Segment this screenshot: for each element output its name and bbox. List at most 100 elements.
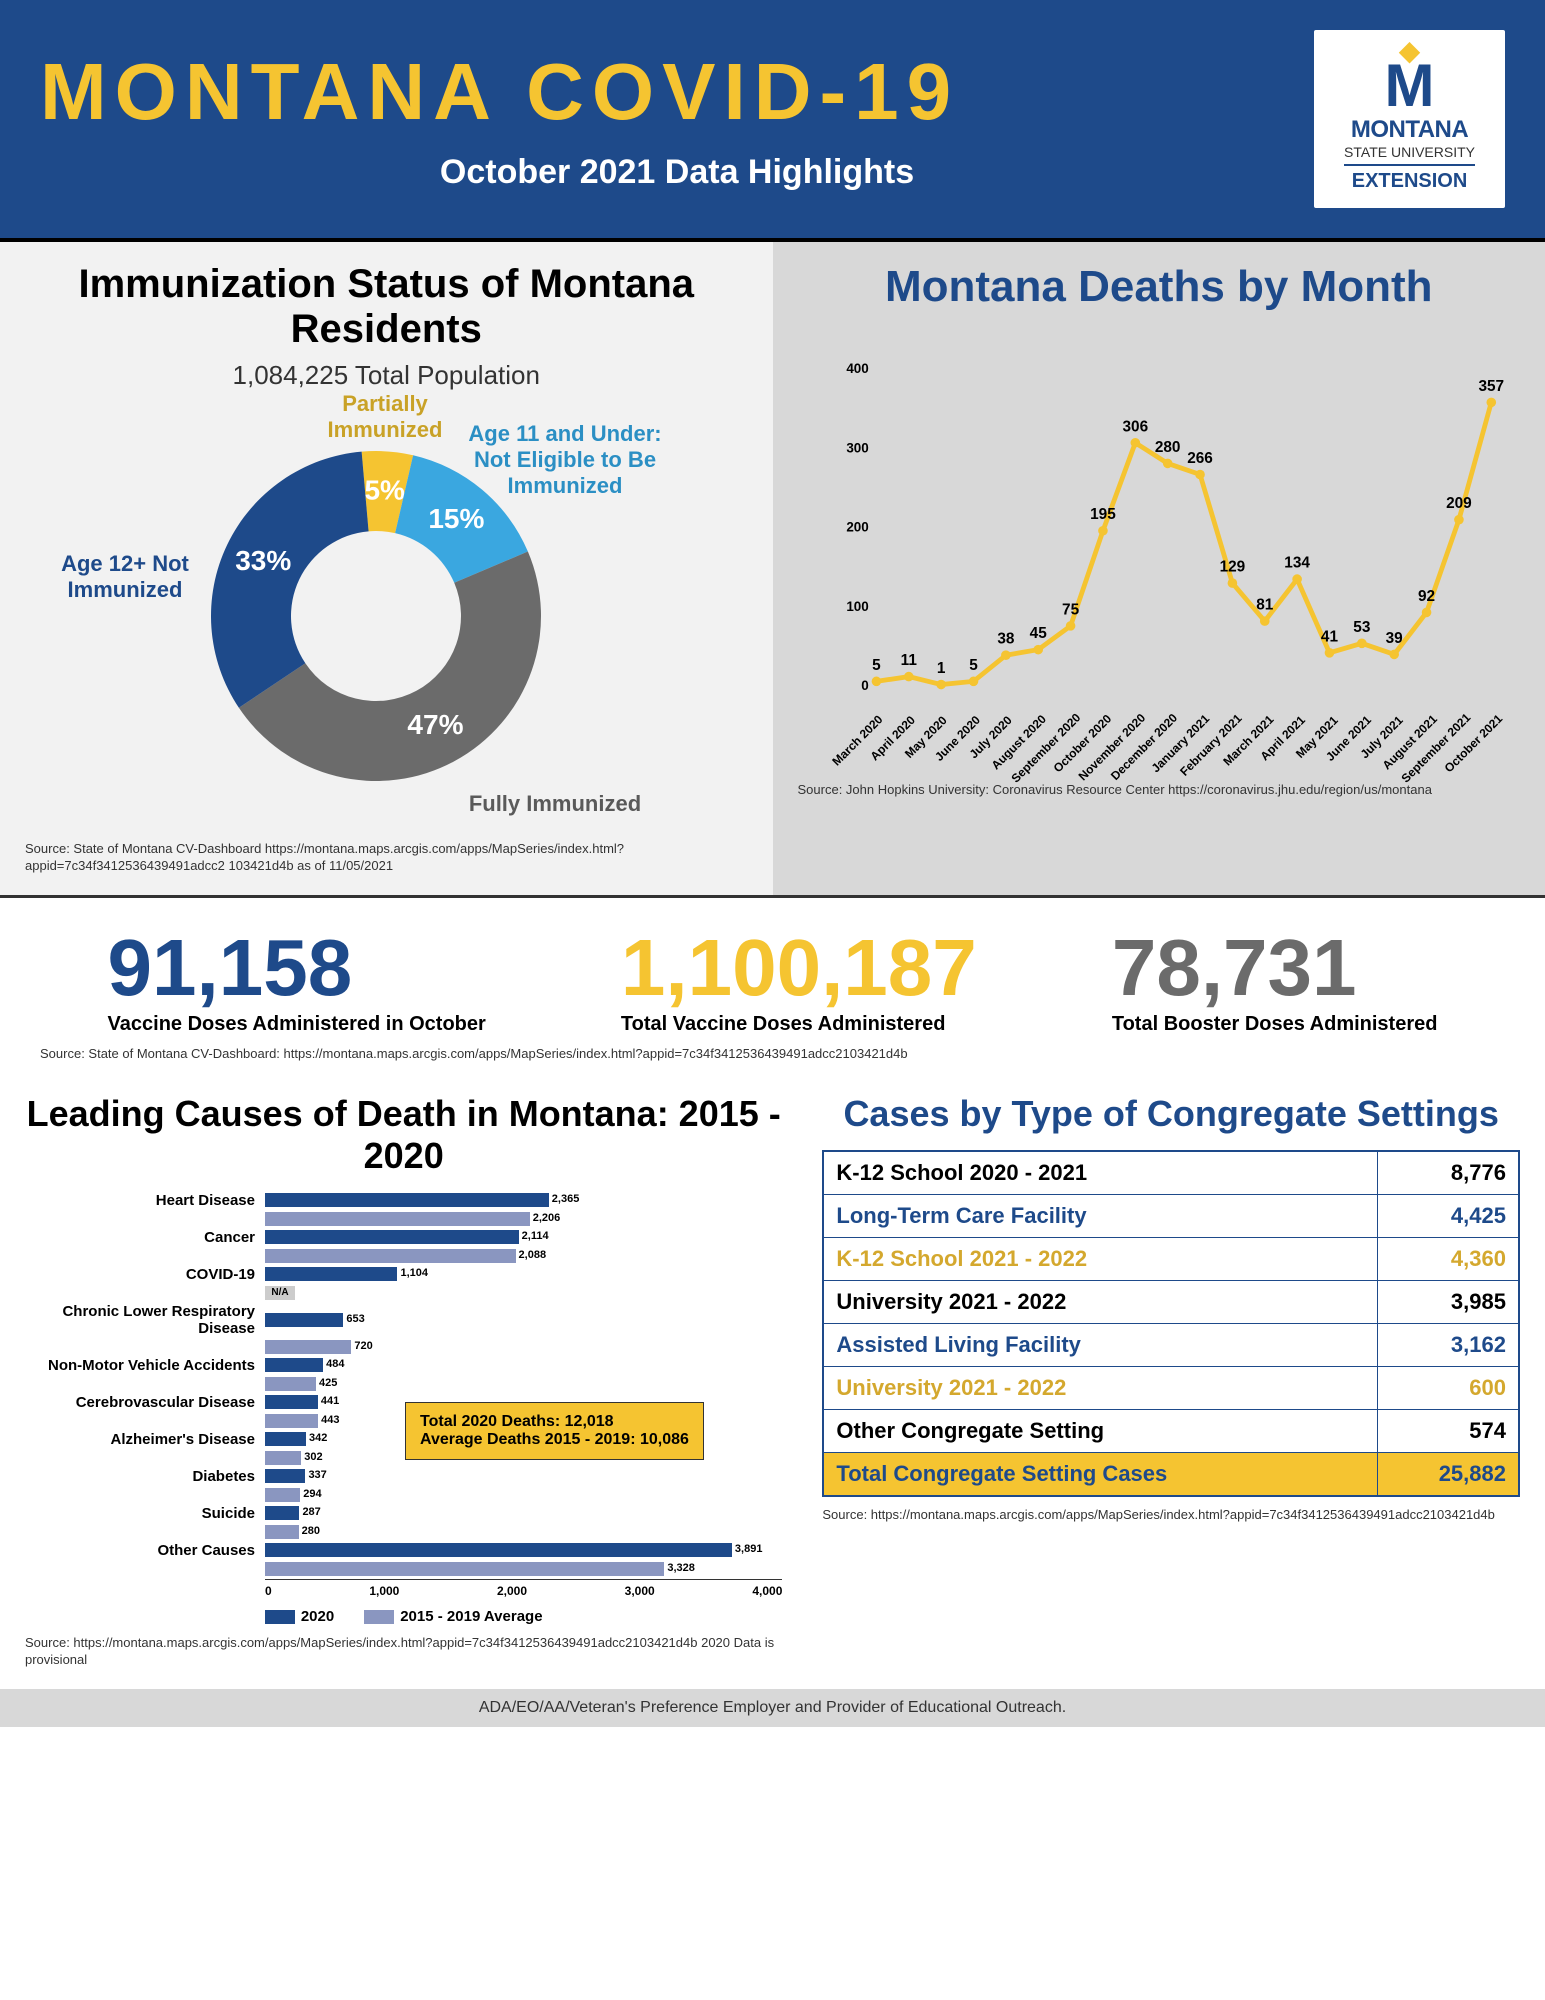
logo-ext: EXTENSION: [1344, 164, 1475, 193]
bar-row: Suicide 287: [25, 1505, 782, 1522]
line-value: 280: [1154, 439, 1180, 456]
line-title: Montana Deaths by Month: [798, 262, 1521, 312]
bar-label: Alzheimer's Disease: [25, 1431, 265, 1448]
bar: 294: [265, 1488, 300, 1502]
bar-row: 425: [25, 1377, 782, 1391]
donut-chart: 5%15%47%33%Partially ImmunizedAge 11 and…: [25, 391, 748, 841]
table-row: Other Congregate Setting 574: [824, 1410, 1518, 1453]
footer: ADA/EO/AA/Veteran's Preference Employer …: [0, 1689, 1545, 1727]
stat-block: 1,100,187 Total Vaccine Doses Administer…: [621, 928, 977, 1036]
line-value: 45: [1029, 625, 1047, 642]
xtick: 0: [265, 1584, 272, 1593]
bar-row: 280: [25, 1525, 782, 1539]
stat-label: Total Vaccine Doses Administered: [621, 1013, 977, 1036]
line-point: [1324, 648, 1334, 658]
table-cell-value: 4,360: [1378, 1238, 1518, 1280]
line-value: 266: [1187, 450, 1213, 467]
bar-value: 425: [316, 1377, 337, 1389]
table-source: Source: https://montana.maps.arcgis.com/…: [822, 1507, 1520, 1524]
line-value: 75: [1062, 602, 1080, 619]
legend-item: 2015 - 2019 Average: [364, 1608, 542, 1625]
stat-block: 78,731 Total Booster Doses Administered: [1112, 928, 1438, 1036]
bar: 1,104: [265, 1267, 397, 1281]
deaths-panel: Montana Deaths by Month 0100200300400511…: [773, 242, 1545, 895]
donut-slice: [211, 452, 369, 708]
table-row: Assisted Living Facility 3,162: [824, 1324, 1518, 1367]
table-cell-label: Assisted Living Facility: [824, 1324, 1378, 1366]
bar-chart: Heart Disease2,365 2,206 Cancer 2,114 2,088 C…: [25, 1192, 782, 1625]
line-value: 134: [1284, 555, 1310, 572]
stat-number: 91,158: [108, 928, 486, 1008]
table-cell-value: 3,162: [1378, 1324, 1518, 1366]
line-point: [1162, 459, 1172, 469]
line-value: 53: [1353, 619, 1370, 636]
line-value: 195: [1090, 506, 1116, 523]
bar-row: 2,088: [25, 1249, 782, 1263]
congregate-table: K-12 School 2020 - 2021 8,776Long-Term C…: [822, 1150, 1520, 1497]
xtick: 2,000: [497, 1584, 527, 1593]
legend-item: 2020: [265, 1608, 334, 1625]
table-row: K-12 School 2020 - 2021 8,776: [824, 1152, 1518, 1195]
bar-value: 1,104: [397, 1267, 428, 1279]
line-point: [1357, 639, 1367, 649]
bar-label: Suicide: [25, 1505, 265, 1522]
page-title: MONTANA COVID-19: [40, 46, 1314, 138]
table-row: University 2021 - 2022 3,985: [824, 1281, 1518, 1324]
bar: 302: [265, 1451, 301, 1465]
bar-value: 653: [343, 1313, 364, 1325]
donut-pct: 33%: [235, 545, 291, 576]
line-point: [1486, 398, 1496, 408]
donut-pct: 47%: [408, 709, 464, 740]
line-value: 92: [1418, 588, 1435, 605]
line-value: 41: [1320, 628, 1338, 645]
xtick: 1,000: [369, 1584, 399, 1593]
line-point: [1065, 621, 1075, 631]
line-point: [1227, 578, 1237, 588]
bar-value: 287: [299, 1506, 320, 1518]
ytick-label: 300: [846, 441, 868, 456]
line-point: [1292, 574, 1302, 584]
line-value: 11: [900, 652, 917, 669]
stat-label: Total Booster Doses Administered: [1112, 1013, 1438, 1036]
line-point: [1259, 617, 1269, 627]
page-subtitle: October 2021 Data Highlights: [40, 153, 1314, 192]
bar: 425: [265, 1377, 316, 1391]
bar-value: 294: [300, 1488, 321, 1500]
bar-value: 337: [305, 1469, 326, 1481]
bar: 443: [265, 1414, 318, 1428]
donut-label: Age 11 and Under: Not Eligible to Be Imm…: [465, 421, 665, 499]
bar-row: Other Causes 3,891: [25, 1542, 782, 1559]
line-value: 5: [872, 657, 881, 674]
bar: 342: [265, 1432, 306, 1446]
line-point: [1130, 438, 1140, 448]
bar-value: 2,365: [549, 1193, 580, 1205]
table-cell-label: Long-Term Care Facility: [824, 1195, 1378, 1237]
line-point: [1098, 526, 1108, 536]
line-value: 1: [936, 660, 945, 677]
table-cell-label: University 2021 - 2022: [824, 1367, 1378, 1409]
table-row: Long-Term Care Facility 4,425: [824, 1195, 1518, 1238]
line-value: 5: [969, 657, 978, 674]
donut-pct: 5%: [365, 474, 406, 505]
donut-label: Partially Immunized: [285, 391, 485, 443]
bar-value: 443: [318, 1414, 339, 1426]
table-cell-value: 4,425: [1378, 1195, 1518, 1237]
line-point: [936, 680, 946, 690]
bar-value: 2,114: [519, 1230, 549, 1242]
bar-label: Cancer: [25, 1229, 265, 1246]
bar-value: 3,891: [732, 1543, 763, 1555]
line-value: 39: [1385, 630, 1402, 647]
table-cell-label: University 2021 - 2022: [824, 1281, 1378, 1323]
stats-row: 91,158 Vaccine Doses Administered in Oct…: [0, 895, 1545, 1046]
line-value: 209: [1446, 495, 1472, 512]
bar-row: Heart Disease2,365: [25, 1192, 782, 1209]
bar-row: COVID-191,104: [25, 1266, 782, 1283]
bar: 280: [265, 1525, 299, 1539]
bar-value: 2,206: [530, 1212, 561, 1224]
bar-value: 342: [306, 1432, 327, 1444]
line-point: [1454, 515, 1464, 525]
stats-source: Source: State of Montana CV-Dashboard: h…: [0, 1046, 1545, 1083]
bar-label: Non-Motor Vehicle Accidents: [25, 1357, 265, 1374]
bar-label: Other Causes: [25, 1542, 265, 1559]
bar-value: 2,088: [516, 1249, 547, 1261]
